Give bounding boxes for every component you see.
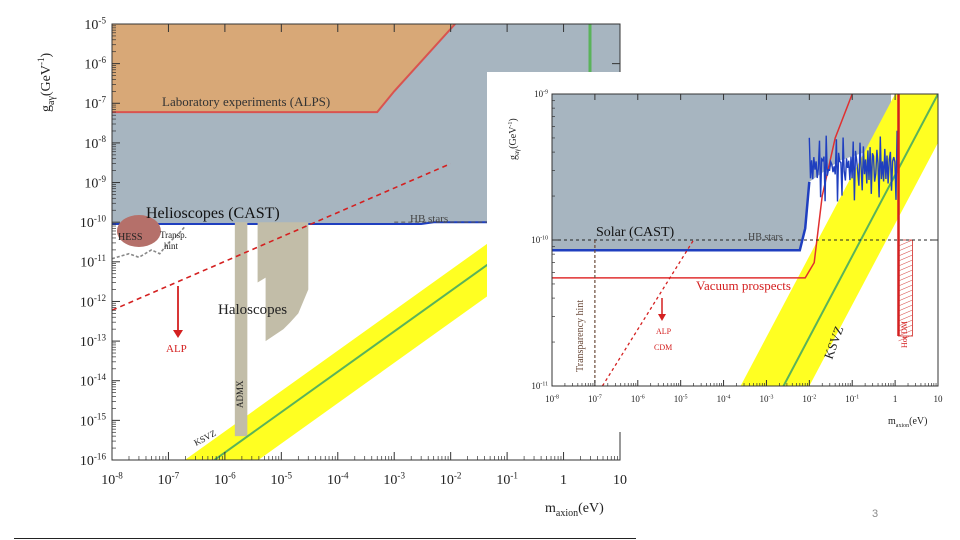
laboratory-boundary [112, 24, 456, 114]
x-tick-label: 10-6 [631, 394, 645, 404]
x-tick-label: 10-6 [214, 470, 236, 488]
x-tick-label: 10-2 [440, 470, 462, 488]
hb-stars-label: HB stars [410, 213, 448, 225]
x-tick-label: 10-8 [545, 394, 559, 404]
hatch-line [898, 334, 913, 342]
hatch-line [898, 269, 913, 277]
inset-tick-labels: 10-8 10-7 10-6 10-5 10-4 10-3 10-2 10-1 1 1010-91… [531, 89, 943, 404]
y-tick-label: 10-9 [534, 89, 548, 99]
hatch-line [898, 259, 913, 267]
y-tick-label: 10-6 [84, 55, 106, 73]
x-tick-label: 10-2 [802, 394, 816, 404]
inset-alp-arrow-head [658, 314, 666, 321]
hatch-line [898, 329, 913, 337]
inset-y-axis-title: gaγ(GeV-1) [508, 118, 521, 160]
hatch-line [898, 299, 913, 307]
hatch-line [898, 309, 913, 317]
hot-dm-hatching [898, 239, 913, 342]
x-tick-label: 10-7 [158, 470, 180, 488]
x-tick-label: 1 [560, 473, 567, 488]
x-tick-label: 10-7 [588, 394, 602, 404]
inset-alp-label: ALP [656, 327, 672, 336]
inset-chart: 10-8 10-7 10-6 10-5 10-4 10-3 10-2 10-1 1 1010-91… [487, 72, 949, 432]
transparency-hint-curve [112, 225, 187, 260]
x-tick-label: 10 [613, 473, 627, 488]
hess-region [116, 214, 161, 247]
cdm-label: CDM [654, 343, 672, 352]
x-tick-label: 1 [893, 394, 898, 404]
chart1-tick-labels: 10-8 10-7 10-6 10-5 10-4 10-3 10-2 10-1 1 1010-51… [80, 15, 627, 488]
x-tick-label: 10-5 [271, 470, 293, 488]
page-number: 3 [872, 508, 879, 520]
laboratory-label: Laboratory experiments (ALPS) [162, 94, 330, 109]
hot-dm-label: Hot DM [900, 321, 909, 348]
y-tick-label: 10-7 [84, 95, 106, 113]
x-tick-label: 10 [934, 394, 944, 404]
hatch-line [898, 294, 913, 302]
inset-ticks [551, 93, 939, 387]
x-tick-label: 10-1 [496, 470, 518, 488]
laboratory-excluded-region [112, 24, 456, 113]
inset-alp-line [601, 239, 695, 386]
hatch-line [898, 244, 913, 252]
hatch-line [898, 284, 913, 292]
y-tick-label: 10-5 [84, 15, 106, 33]
transp-label: Transp. [160, 230, 187, 240]
y-tick-label: 10-14 [80, 372, 107, 390]
hatch-line [898, 249, 913, 257]
solar-cast-label: Solar (CAST) [596, 225, 675, 240]
y-tick-label: 10-15 [80, 412, 107, 430]
x-tick-label: 10-3 [760, 394, 774, 404]
y-tick-label: 10-16 [80, 451, 107, 469]
alp-arrow-head [173, 330, 183, 338]
helioscopes-label: Helioscopes (CAST) [146, 205, 280, 222]
hess-label: HESS [118, 232, 142, 243]
hatch-line [898, 314, 913, 322]
y-tick-label: 10-12 [80, 293, 107, 311]
y-tick-label: 10-13 [80, 332, 107, 350]
inset-hb-stars-label: HB stars [748, 232, 783, 243]
solar-cast-boundary [552, 181, 811, 252]
hatch-line [898, 239, 913, 247]
hatch-line [898, 274, 913, 282]
hatch-line [898, 289, 913, 297]
admx-label: ADMX [235, 380, 245, 408]
vacuum-prospects-line [552, 94, 853, 279]
hatch-line [898, 254, 913, 262]
inset-x-axis-title: maxion(eV) [888, 416, 927, 429]
x-tick-label: 10-5 [674, 394, 688, 404]
x-tick-label: 10-8 [101, 470, 123, 488]
vacuum-prospects-label: Vacuum prospects [696, 278, 791, 293]
chart1-x-axis-title: maxion(eV) [545, 501, 604, 519]
y-tick-label: 10-10 [80, 213, 107, 231]
alp-label: ALP [166, 343, 187, 355]
x-tick-label: 10-4 [327, 470, 349, 488]
y-tick-label: 10-9 [84, 174, 106, 192]
hatch-line [898, 264, 913, 272]
hatch-line [898, 304, 913, 312]
hatch-line [898, 279, 913, 287]
x-tick-label: 10-3 [383, 470, 405, 488]
footer-rule [14, 538, 636, 539]
haloscopes-region [257, 222, 309, 342]
haloscopes-label: Haloscopes [218, 302, 287, 318]
y-tick-label: 10-10 [531, 235, 548, 245]
x-tick-label: 10-4 [717, 394, 731, 404]
chart1-y-axis-title: gaγ(GeV-1) [36, 53, 57, 112]
hatch-line [898, 319, 913, 327]
y-tick-label: 10-11 [80, 253, 106, 271]
y-tick-label: 10-11 [531, 381, 548, 391]
solar-cast-noisy-edge [808, 130, 899, 202]
alp-cdm-line [112, 162, 451, 311]
hint-label: hint [164, 241, 179, 251]
hatch-line [898, 324, 913, 332]
x-tick-label: 10-1 [845, 394, 859, 404]
y-tick-label: 10-8 [84, 134, 106, 152]
admx-region [234, 222, 248, 437]
transparency-hint-label: Transparency hint [575, 300, 586, 372]
